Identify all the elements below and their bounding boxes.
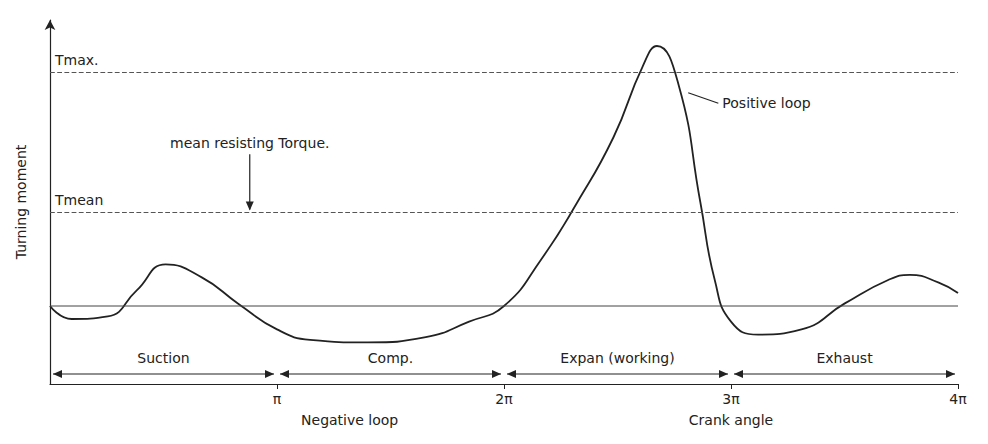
svg-text:Tmean: Tmean — [54, 192, 103, 208]
svg-text:mean resisting Torque.: mean resisting Torque. — [170, 135, 329, 151]
svg-text:Exhaust: Exhaust — [816, 350, 873, 366]
svg-text:Positive loop: Positive loop — [722, 95, 810, 111]
svg-text:2π: 2π — [495, 391, 513, 407]
svg-text:Suction: Suction — [137, 350, 189, 366]
svg-text:Expan (working): Expan (working) — [560, 350, 674, 366]
svg-text:Comp.: Comp. — [368, 350, 413, 366]
svg-text:4π: 4π — [949, 391, 967, 407]
svg-text:Turning moment: Turning moment — [13, 144, 29, 260]
svg-text:Tmax.: Tmax. — [54, 52, 99, 68]
svg-text:Negative loop: Negative loop — [301, 412, 398, 428]
svg-text:Crank angle: Crank angle — [689, 412, 773, 428]
svg-text:π: π — [273, 391, 282, 407]
svg-text:3π: 3π — [722, 391, 740, 407]
